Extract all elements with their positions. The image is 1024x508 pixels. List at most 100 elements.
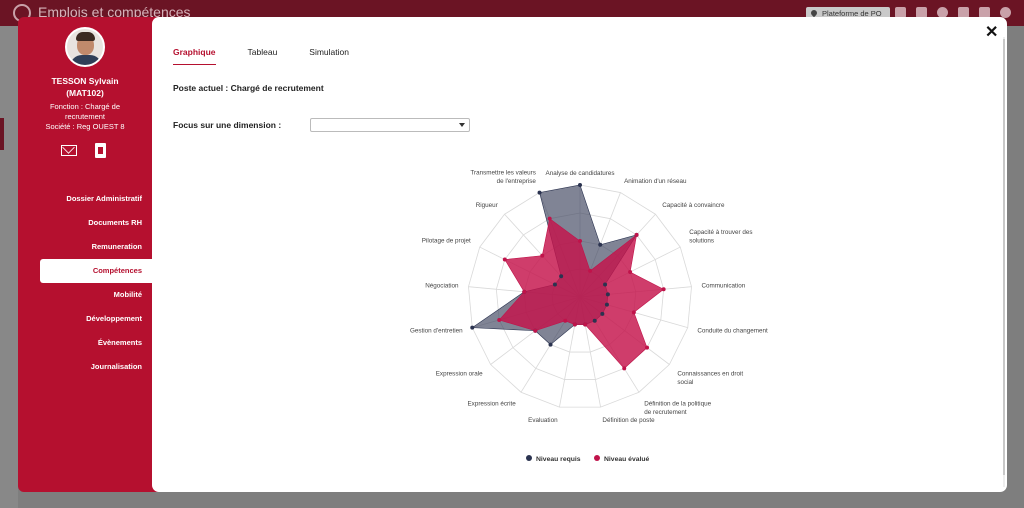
radar-point xyxy=(572,322,577,327)
star-icon[interactable] xyxy=(916,7,927,18)
radar-point xyxy=(588,268,593,273)
radar-point xyxy=(533,328,538,333)
radar-legend: Niveau requis Niveau évalué xyxy=(526,455,650,463)
tab-graphique[interactable]: Graphique xyxy=(173,47,216,65)
radar-point xyxy=(603,282,608,287)
radar-point xyxy=(598,242,603,247)
apps-grid-icon[interactable] xyxy=(979,7,990,18)
platform-button[interactable]: Plateforme de PO xyxy=(806,7,890,20)
platform-label: Plateforme de PO xyxy=(822,9,882,18)
radar-point xyxy=(578,183,582,187)
current-post-title: Poste actuel : Chargé de recrutement xyxy=(173,83,324,93)
sidebar-item-dossier-administratif[interactable]: Dossier Administratif xyxy=(66,194,142,203)
radar-point xyxy=(578,239,582,243)
radar-axis-label: Animation d'un réseau xyxy=(624,178,687,185)
radar-point xyxy=(502,257,507,262)
profile-sidebar: TESSON Sylvain (MAT102) Fonction : Charg… xyxy=(18,17,158,492)
employee-function-line1: Fonction : Chargé de xyxy=(49,102,121,111)
sidebar-item-mobilite[interactable]: Mobilité xyxy=(113,290,142,299)
radar-point xyxy=(540,253,545,258)
location-pin-icon xyxy=(809,8,819,18)
radar-point xyxy=(559,274,564,279)
radar-ring-3 xyxy=(495,212,665,380)
chevron-down-icon xyxy=(459,123,465,127)
home-icon[interactable] xyxy=(895,7,906,18)
radar-point xyxy=(604,302,609,307)
radar-point xyxy=(592,318,597,323)
radar-axis-labels: Analyse de candidatures Animation d'un ré… xyxy=(410,170,768,424)
scrollbar-thumb[interactable] xyxy=(1003,39,1005,475)
radar-axis-label: Analyse de candidatures xyxy=(546,170,615,177)
avatar-body xyxy=(70,55,102,65)
radar-axis-label: Gestion d'entretien xyxy=(410,327,463,334)
radar-axis-label: Communication xyxy=(701,283,745,290)
radar-axis-label: Connaissances en droit social xyxy=(677,371,743,387)
employee-name-text: TESSON Sylvain xyxy=(51,76,119,86)
tab-simulation[interactable]: Simulation xyxy=(309,47,349,57)
radar-axis-label: Pilotage de projet xyxy=(422,238,471,245)
sidebar-item-evenements[interactable]: Évènements xyxy=(97,338,142,347)
radar-point xyxy=(631,310,636,315)
sidebar-item-remuneration[interactable]: Remuneration xyxy=(91,242,142,251)
bell-icon[interactable] xyxy=(937,7,948,18)
employee-code: (MAT102) xyxy=(66,88,104,98)
sidebar-item-documents-rh[interactable]: Documents RH xyxy=(88,218,142,227)
mail-icon[interactable] xyxy=(61,145,77,156)
competences-panel: ✕ Graphique Tableau Simulation Poste act… xyxy=(152,17,1007,492)
document-icon[interactable] xyxy=(958,7,969,18)
radar-axis-label: Négociation xyxy=(425,283,459,290)
background-active-strip xyxy=(0,118,4,150)
radar-axis-label: Capacité à trouver des solutions xyxy=(689,229,752,245)
sidebar-nav: Dossier Administratif Documents RH Remun… xyxy=(18,187,152,379)
radar-axis-label: Transmettre les valeurs de l'entreprise xyxy=(470,170,536,186)
radar-axis-label: Rigueur xyxy=(476,202,498,209)
radar-point xyxy=(537,190,542,195)
radar-point xyxy=(628,270,633,275)
radar-ring-4 xyxy=(468,184,692,408)
radar-point xyxy=(552,282,557,287)
radar-axis-label: Définition de poste xyxy=(602,417,655,424)
radar-axis-label: Expression orale xyxy=(436,371,483,378)
radar-point xyxy=(522,289,527,294)
document-icon[interactable] xyxy=(95,143,106,158)
radar-point xyxy=(600,311,605,316)
employee-info: Fonction : Chargé de recrutement Société… xyxy=(18,102,152,132)
radar-point xyxy=(634,232,639,237)
radar-point xyxy=(497,317,502,322)
focus-label: Focus sur une dimension : xyxy=(173,120,282,130)
app-title: Emplois et compétences xyxy=(38,4,191,20)
sidebar-item-developpement[interactable]: Développement xyxy=(86,314,142,323)
legend-marker-required xyxy=(526,455,532,461)
legend-label-required: Niveau requis xyxy=(536,456,581,463)
radar-point xyxy=(470,325,475,330)
radar-point xyxy=(583,322,588,327)
close-icon[interactable]: ✕ xyxy=(985,24,999,41)
focus-dimension-select[interactable] xyxy=(310,118,470,132)
radar-chart: Analyse de candidatures Animation d'un ré… xyxy=(410,170,768,463)
radar-point xyxy=(622,366,627,371)
legend-marker-evaluated xyxy=(594,455,600,461)
radar-axis-label: Définition de la politique de recrutement xyxy=(644,401,711,417)
radar-point xyxy=(661,287,666,292)
radar-axis-label: Evaluation xyxy=(528,417,558,424)
radar-points xyxy=(470,183,666,371)
tab-tableau[interactable]: Tableau xyxy=(247,47,278,57)
employee-function-line2: recrutement xyxy=(64,112,106,121)
avatar-hair xyxy=(76,32,95,41)
employee-name: TESSON Sylvain (MAT102) xyxy=(18,75,152,99)
legend-label-evaluated: Niveau évalué xyxy=(604,456,650,463)
radar-axis-label: Expression écrite xyxy=(467,401,516,408)
radar-series xyxy=(471,184,665,369)
header-icons xyxy=(895,7,1011,18)
employee-company: Société : Reg OUEST 8 xyxy=(45,122,125,131)
avatar xyxy=(65,27,105,67)
sidebar-item-journalisation[interactable]: Journalisation xyxy=(90,362,142,371)
radar-point xyxy=(605,292,610,297)
contact-actions xyxy=(61,143,106,158)
user-account-icon[interactable] xyxy=(1000,7,1011,18)
sidebar-item-competences[interactable]: Compétences xyxy=(40,259,152,283)
background-left-menu xyxy=(0,26,18,508)
radar-point xyxy=(547,216,552,221)
radar-point xyxy=(563,318,568,323)
view-tabs: Graphique Tableau Simulation xyxy=(173,47,381,65)
